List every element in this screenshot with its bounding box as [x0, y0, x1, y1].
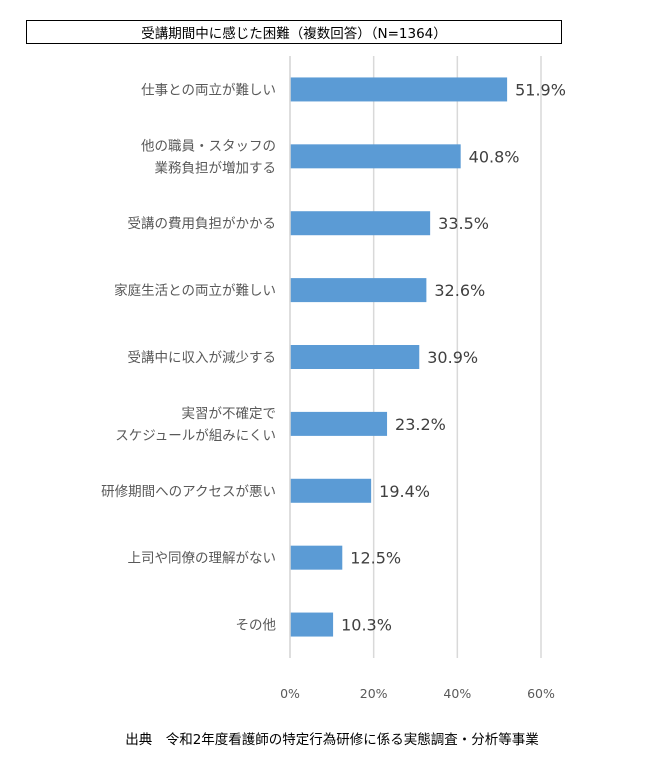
data-label: 23.2% [395, 415, 446, 434]
category-label-line: 研修期間へのアクセスが悪い [101, 484, 276, 500]
data-label: 30.9% [427, 348, 478, 367]
category-label: 他の職員・スタッフの業務負担が増加する [141, 138, 276, 176]
category-label: 研修期間へのアクセスが悪い [101, 484, 276, 500]
x-tick-label: 60% [527, 686, 555, 701]
category-label: その他 [236, 618, 277, 634]
data-label: 10.3% [341, 616, 392, 635]
bar [290, 278, 427, 303]
bar [290, 478, 372, 503]
category-label-line: 受講中に収入が減少する [128, 349, 277, 366]
category-label-line: 仕事との両立が難しい [141, 82, 276, 98]
category-label: 実習が不確定でスケジュールが組みにくい [115, 406, 276, 444]
bar [290, 144, 461, 169]
category-label: 上司や同僚の理解がない [128, 551, 277, 567]
data-label: 40.8% [469, 147, 520, 166]
bar [290, 411, 388, 436]
chart-title: 受講期間中に感じた困難（複数回答）（N=1364） [26, 20, 562, 44]
data-label: 12.5% [350, 549, 401, 568]
category-label-line: 受講の費用負担がかかる [128, 216, 277, 232]
category-label-line: 家庭生活との両立が難しい [114, 282, 276, 299]
category-label-line: スケジュールが組みにくい [115, 428, 276, 444]
category-label: 受講の費用負担がかかる [128, 216, 277, 232]
category-label: 家庭生活との両立が難しい [114, 282, 276, 299]
category-label-line: その他 [236, 618, 277, 634]
category-label-line: 上司や同僚の理解がない [128, 551, 277, 567]
category-label: 受講中に収入が減少する [128, 349, 277, 366]
data-label: 33.5% [438, 214, 489, 233]
x-tick-label: 0% [280, 686, 300, 701]
bar [290, 345, 420, 369]
bar [290, 612, 334, 637]
bar-chart: 0% 20% 40% 60% 51.9% 仕事との両立が難しい 40.8% 他の職員・スタッフ… [101, 56, 566, 701]
source-note: 出典 令和2年度看護師の特定行為研修に係る実態調査・分析等事業 [125, 732, 539, 748]
category-label-line: 他の職員・スタッフの [141, 138, 276, 154]
data-label: 51.9% [515, 80, 566, 99]
x-tick-label: 20% [360, 686, 388, 701]
data-label: 32.6% [434, 281, 485, 300]
bar [290, 545, 343, 570]
bar [290, 77, 508, 102]
bar [290, 211, 431, 236]
category-label: 仕事との両立が難しい [141, 82, 276, 98]
category-label-line: 業務負担が増加する [155, 160, 277, 176]
category-label-line: 実習が不確定で [182, 406, 277, 422]
x-tick-label: 40% [443, 686, 471, 701]
data-label: 19.4% [379, 482, 430, 501]
